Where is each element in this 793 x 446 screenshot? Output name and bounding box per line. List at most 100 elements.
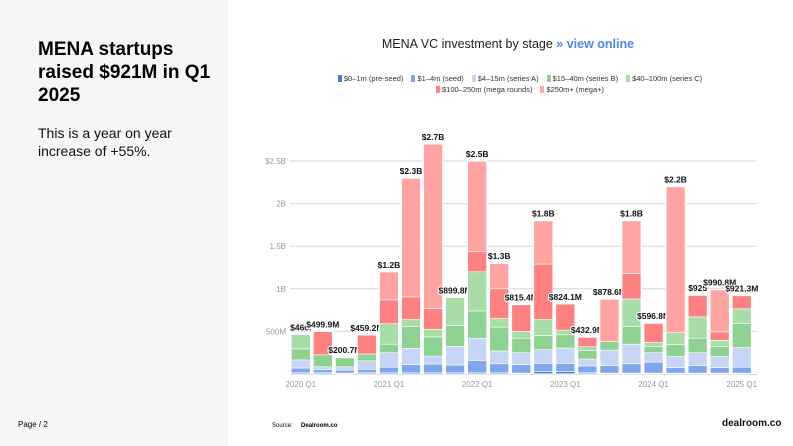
- data-label: $2.3B: [400, 166, 423, 176]
- bar-segment: [467, 160, 488, 253]
- bar-outline: [643, 322, 664, 375]
- bar-segment: [643, 352, 664, 363]
- bar-segment: [511, 364, 532, 374]
- bar-segment: [555, 347, 576, 364]
- bar-segment: [731, 295, 752, 310]
- chart-title: MENA VC investment by stage » view onlin…: [280, 37, 736, 51]
- bar-segment: [467, 251, 488, 273]
- bar-segment: [422, 143, 444, 309]
- bar-segment: [378, 323, 400, 345]
- bar-outline: [356, 334, 378, 375]
- bar-outline: [488, 262, 510, 375]
- bar-segment: [290, 333, 311, 350]
- bar-segment: [422, 363, 444, 373]
- data-label: $2.2B: [664, 175, 687, 185]
- chart-legend: $0–1m (pre-seed) $1–4m (seed) $4–15m (seri…: [300, 73, 740, 95]
- bar-segment: [290, 348, 311, 361]
- bar-segment: [687, 365, 708, 374]
- bar-segment: [378, 271, 400, 301]
- bar-segment: [378, 352, 400, 368]
- legend-label: $4–15m (series A): [477, 74, 539, 83]
- bar-outline: [334, 356, 356, 375]
- bar-segment: [422, 328, 444, 338]
- legend-swatch: [411, 75, 416, 82]
- bar-segment: [643, 342, 664, 347]
- left-panel: [0, 0, 228, 446]
- data-label: $596.8M: [637, 311, 670, 321]
- bar-segment: [533, 363, 554, 372]
- bar-segment: [445, 325, 466, 347]
- bar-segment: [334, 366, 355, 371]
- bar-segment: [621, 343, 642, 365]
- bar-segment: [665, 186, 686, 333]
- legend-label: $0–1m (pre-seed): [343, 74, 404, 83]
- x-tick-label: 2021 Q1: [374, 380, 405, 389]
- bar-segment: [599, 341, 620, 351]
- bar-segment: [621, 220, 642, 274]
- bar-segment: [422, 355, 444, 365]
- bar-segment: [687, 316, 708, 339]
- bar-outline: [378, 271, 400, 375]
- y-tick-label: 500M: [266, 327, 286, 336]
- legend-item[interactable]: $4–15m (series A): [471, 73, 539, 84]
- bar-segment: [400, 296, 422, 320]
- bar-segment: [489, 363, 510, 373]
- legend-item[interactable]: $15–40m (series B): [546, 73, 619, 84]
- bar-outline: [621, 220, 642, 375]
- bar-outline: [400, 177, 422, 375]
- legend-item[interactable]: $250m+ (mega+): [540, 84, 604, 95]
- bar-segment: [731, 323, 752, 348]
- data-label: $1.8B: [532, 209, 555, 219]
- bar-segment: [467, 310, 488, 339]
- bar-segment: [731, 366, 752, 374]
- bar-segment: [356, 369, 377, 374]
- data-label: $1.2B: [378, 260, 401, 270]
- legend-item[interactable]: $40–100m (series C): [626, 73, 702, 84]
- legend-swatch: [626, 75, 631, 82]
- bar-segment: [709, 356, 730, 368]
- bar-segment: [400, 325, 422, 349]
- legend-label: $1–4m (seed): [417, 74, 464, 83]
- bar-segment: [290, 367, 311, 374]
- legend-label: $15–40m (series B): [552, 74, 619, 83]
- legend-item[interactable]: $1–4m (seed): [411, 73, 464, 84]
- bar-segment: [445, 364, 466, 373]
- bar-segment: [400, 364, 422, 373]
- bar-segment: [599, 298, 620, 342]
- legend-label: $250m+ (mega+): [546, 85, 605, 94]
- view-online-link[interactable]: view online: [566, 37, 635, 51]
- legend-label: $100–250m (mega rounds): [441, 85, 533, 94]
- bar-outline: [532, 220, 554, 375]
- data-label: $466.: [290, 322, 311, 332]
- bar-segment: [400, 348, 422, 365]
- legend-item[interactable]: $0–1m (pre-seed): [337, 73, 404, 84]
- bar-segment: [312, 354, 333, 368]
- bar-segment: [489, 318, 510, 328]
- bar-segment: [709, 289, 730, 333]
- bar-segment: [533, 335, 554, 351]
- bar-segment: [511, 304, 532, 332]
- bar-outline: [687, 294, 709, 375]
- bar-outline: [510, 303, 532, 375]
- bar-outline: [444, 296, 466, 375]
- data-label: $815.4M: [505, 293, 538, 303]
- bar-segment: [709, 340, 730, 347]
- x-tick-label: 2023 Q1: [550, 380, 581, 389]
- source-label: Source:: [272, 423, 293, 429]
- bar-segment: [643, 322, 664, 343]
- legend-item[interactable]: $100–250m (mega rounds): [435, 84, 533, 95]
- bar-segment: [378, 366, 400, 373]
- bar-outline: [577, 336, 598, 375]
- chevron-double-right-icon: »: [556, 37, 564, 51]
- bar-segment: [445, 297, 466, 326]
- y-tick-label: 1.5B: [270, 242, 286, 251]
- data-label: $1.8B: [620, 209, 643, 219]
- brand-logo: dealroom.co: [722, 418, 782, 429]
- bar-segment: [400, 177, 422, 298]
- y-tick-label: $2.5B: [265, 157, 286, 166]
- bar-segment: [577, 346, 598, 351]
- legend-swatch: [471, 75, 476, 82]
- bar-outline: [599, 298, 620, 375]
- bar-segment: [555, 334, 576, 349]
- bar-segment: [400, 319, 422, 327]
